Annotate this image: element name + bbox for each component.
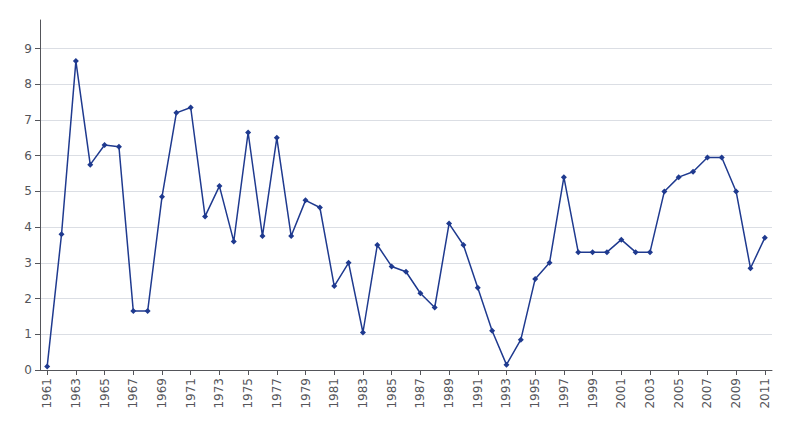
svg-text:1963: 1963 (69, 378, 83, 409)
svg-text:1961: 1961 (40, 378, 54, 409)
svg-text:1985: 1985 (385, 378, 399, 409)
svg-text:1977: 1977 (270, 378, 284, 409)
svg-text:1: 1 (24, 327, 32, 341)
svg-text:3: 3 (24, 256, 32, 270)
svg-text:1973: 1973 (212, 378, 226, 409)
svg-text:1971: 1971 (184, 378, 198, 409)
svg-text:2011: 2011 (758, 378, 772, 409)
svg-text:0: 0 (24, 363, 32, 377)
svg-text:9: 9 (24, 42, 32, 56)
svg-text:1995: 1995 (528, 378, 542, 409)
svg-text:1969: 1969 (155, 378, 169, 409)
svg-text:2007: 2007 (700, 378, 714, 409)
svg-text:7: 7 (24, 113, 32, 127)
svg-text:1991: 1991 (471, 378, 485, 409)
svg-text:1965: 1965 (98, 378, 112, 409)
svg-text:4: 4 (24, 220, 32, 234)
svg-text:1981: 1981 (327, 378, 341, 409)
svg-text:6: 6 (24, 149, 32, 163)
svg-text:2005: 2005 (672, 378, 686, 409)
svg-text:2009: 2009 (729, 378, 743, 409)
svg-text:1983: 1983 (356, 378, 370, 409)
svg-text:1993: 1993 (499, 378, 513, 409)
svg-text:2003: 2003 (643, 378, 657, 409)
svg-text:8: 8 (24, 77, 32, 91)
svg-text:1999: 1999 (586, 378, 600, 409)
svg-text:1997: 1997 (557, 378, 571, 409)
svg-text:1989: 1989 (442, 378, 456, 409)
svg-text:1975: 1975 (241, 378, 255, 409)
svg-text:1979: 1979 (299, 378, 313, 409)
svg-text:2: 2 (24, 292, 32, 306)
svg-text:1967: 1967 (126, 378, 140, 409)
svg-text:2001: 2001 (614, 378, 628, 409)
svg-text:5: 5 (24, 184, 32, 198)
svg-text:1987: 1987 (413, 378, 427, 409)
